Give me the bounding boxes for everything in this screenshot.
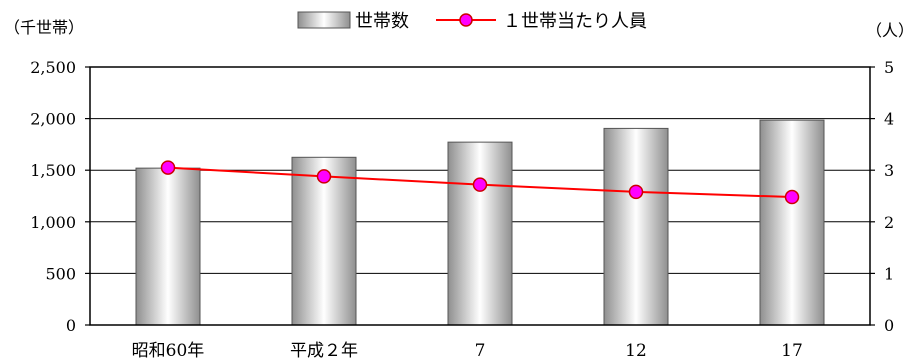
right-axis: 0 1 2 3 4 5 — [870, 58, 894, 335]
left-tick-label: 2,000 — [30, 110, 76, 129]
bar — [291, 156, 357, 326]
line-series — [160, 160, 800, 205]
right-tick-label: 1 — [884, 264, 894, 283]
left-tick-label: 2,500 — [30, 58, 76, 77]
x-axis: 昭和60年 平成２年 7 12 17 — [132, 341, 803, 360]
right-tick-label: 0 — [884, 316, 894, 335]
left-axis: 0 500 1,000 1,500 2,000 2,500 — [30, 58, 90, 335]
left-tick-label: 500 — [45, 264, 76, 283]
right-tick-label: 4 — [884, 110, 894, 129]
line-point — [316, 169, 332, 184]
legend-bar-swatch — [297, 11, 351, 29]
right-tick-label: 3 — [884, 161, 894, 180]
left-tick-label: 1,000 — [30, 213, 76, 232]
line-point — [160, 160, 176, 175]
bar — [759, 119, 825, 326]
category-label: 昭和60年 — [132, 341, 205, 360]
bar-series — [135, 119, 825, 326]
bar — [447, 141, 513, 326]
legend-line-label: １世帯当たり人員 — [503, 11, 647, 32]
right-axis-unit-label: （人） — [866, 21, 906, 40]
line-point — [472, 177, 488, 192]
category-label: 7 — [475, 341, 486, 360]
category-label: 12 — [625, 341, 647, 360]
legend-bar-label: 世帯数 — [355, 11, 409, 32]
line-point — [784, 189, 800, 205]
right-tick-label: 5 — [884, 58, 894, 77]
category-label: 17 — [781, 341, 803, 360]
bar — [135, 167, 201, 326]
left-tick-label: 1,500 — [30, 161, 76, 180]
line-point — [628, 184, 644, 200]
left-axis-unit-label: （千世帯） — [4, 18, 84, 37]
left-tick-label: 0 — [66, 316, 76, 335]
bar — [603, 127, 669, 326]
legend: 世帯数 １世帯当たり人員 — [297, 11, 647, 32]
right-tick-label: 2 — [884, 213, 894, 232]
plot-frame — [89, 66, 871, 326]
legend-line-marker — [459, 13, 473, 27]
category-label: 平成２年 — [290, 341, 358, 360]
